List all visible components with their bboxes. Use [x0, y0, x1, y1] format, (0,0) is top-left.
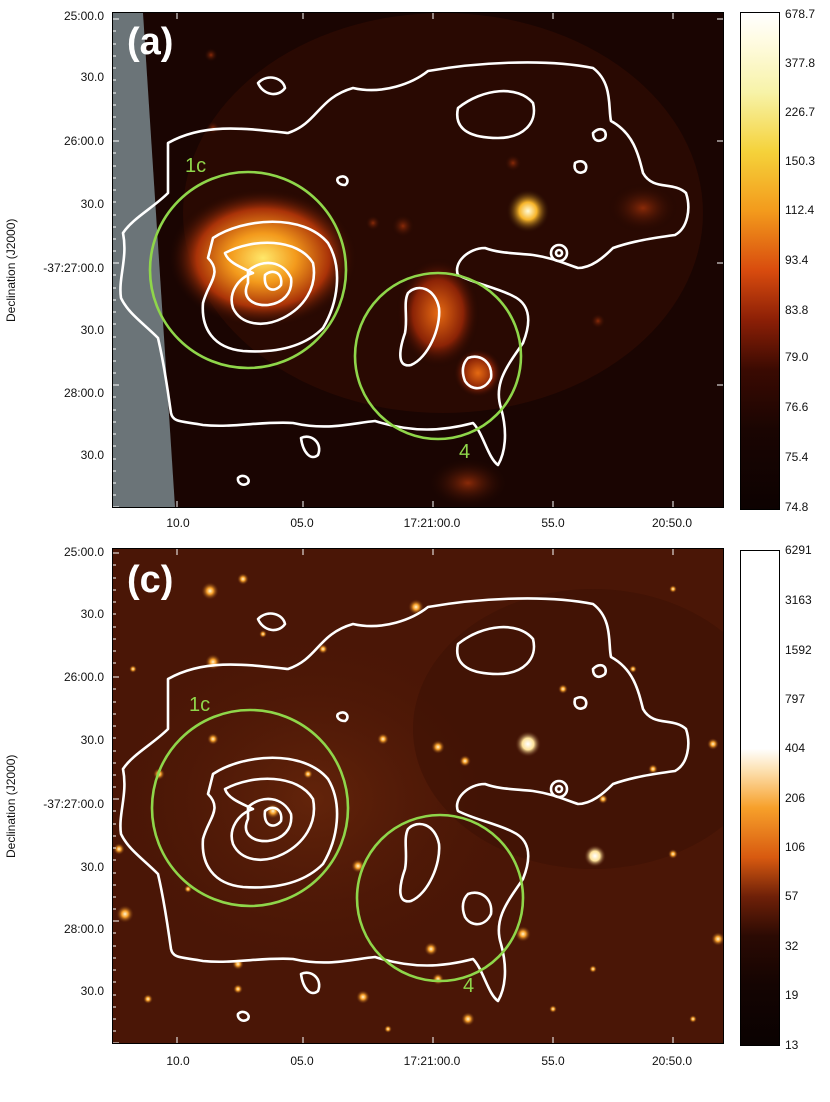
colorbar-tick: 150.3 [785, 154, 816, 168]
x-tick: 20:50.0 [651, 516, 693, 530]
panel-a: (a) 1c 4 25:00.0 30.0 26:00.0 30.0 -37:2… [0, 0, 830, 540]
y-tick: -37:27:00.0 [43, 261, 104, 275]
axis-ticks [113, 549, 674, 1043]
x-tick: 17:21:00.0 [403, 516, 461, 530]
x-tick: 10.0 [166, 516, 190, 530]
x-tick: 55.0 [541, 1054, 565, 1068]
colorbar-tick: 75.4 [785, 450, 809, 464]
region-label-1c: 1c [189, 694, 211, 716]
colorbar-tick: 13 [785, 1038, 799, 1052]
region-label-4: 4 [463, 975, 475, 997]
x-tick: 20:50.0 [651, 1054, 693, 1068]
image-panel-a-canvas [113, 13, 723, 507]
colorbar-tick: 404 [785, 741, 806, 755]
axis-ticks [113, 13, 723, 507]
colorbar-tick: 3163 [785, 593, 812, 607]
y-tick: 30.0 [80, 984, 104, 998]
colorbar [740, 12, 780, 510]
y-tick: 25:00.0 [63, 545, 104, 559]
y-tick: -37:27:00.0 [43, 797, 104, 811]
region-circle-4 [355, 813, 525, 983]
region-circle-1c [150, 708, 350, 908]
y-tick: 26:00.0 [63, 670, 104, 684]
y-tick: 30.0 [80, 448, 104, 462]
colorbar-tick: 226.7 [785, 105, 816, 119]
y-tick: 25:00.0 [63, 9, 104, 23]
y-tick: 30.0 [80, 860, 104, 874]
y-tick: 30.0 [80, 323, 104, 337]
colorbar-tick: 678.7 [785, 7, 816, 21]
colorbar-tick: 57 [785, 889, 799, 903]
contours [119, 597, 690, 1022]
y-tick: 30.0 [80, 70, 104, 84]
y-tick: 26:00.0 [63, 134, 104, 148]
y-axis-title: Declination (J2000) [4, 754, 18, 858]
y-tick: 30.0 [80, 607, 104, 621]
colorbar-tick: 19 [785, 988, 799, 1002]
colorbar-tick: 83.8 [785, 303, 809, 317]
colorbar [740, 550, 780, 1046]
contours [119, 61, 690, 486]
colorbar-tick: 106 [785, 840, 806, 854]
colorbar-tick: 206 [785, 791, 806, 805]
region-label-4: 4 [459, 441, 471, 463]
y-tick: 28:00.0 [63, 922, 104, 936]
region-label-1c: 1c [185, 155, 207, 177]
panel-label: (a) [127, 21, 174, 63]
bright-star [506, 189, 550, 233]
panel-c: (c) 1c 4 25:00.0 30.0 26:00.0 30.0 -37:2… [0, 540, 830, 1102]
image-panel-a: (a) 1c 4 [112, 12, 724, 508]
colorbar-tick: 6291 [785, 543, 812, 557]
off-field-mask [113, 13, 175, 507]
colorbar-tick: 377.8 [785, 56, 816, 70]
colorbar-tick: 74.8 [785, 500, 809, 514]
region-circle-4 [353, 271, 523, 441]
y-tick: 28:00.0 [63, 386, 104, 400]
image-panel-c-canvas [113, 549, 723, 1043]
panel-label: (c) [127, 559, 174, 601]
colorbar-tick: 93.4 [785, 253, 809, 267]
colorbar-tick: 797 [785, 692, 806, 706]
emission-1c [168, 188, 358, 328]
x-tick: 17:21:00.0 [403, 1054, 461, 1068]
region-circle-1c [148, 170, 348, 370]
y-tick: 30.0 [80, 733, 104, 747]
x-tick: 05.0 [290, 516, 314, 530]
colorbar-tick: 76.6 [785, 400, 809, 414]
y-tick: 30.0 [80, 197, 104, 211]
colorbar-tick: 1592 [785, 643, 812, 657]
y-axis-title: Declination (J2000) [4, 218, 18, 322]
colorbar-tick: 79.0 [785, 350, 809, 364]
x-tick: 05.0 [290, 1054, 314, 1068]
colorbar-tick: 112.4 [785, 203, 815, 217]
x-tick: 55.0 [541, 516, 565, 530]
x-tick: 10.0 [166, 1054, 190, 1068]
image-panel-c: (c) 1c 4 [112, 548, 724, 1044]
colorbar-tick: 32 [785, 939, 799, 953]
